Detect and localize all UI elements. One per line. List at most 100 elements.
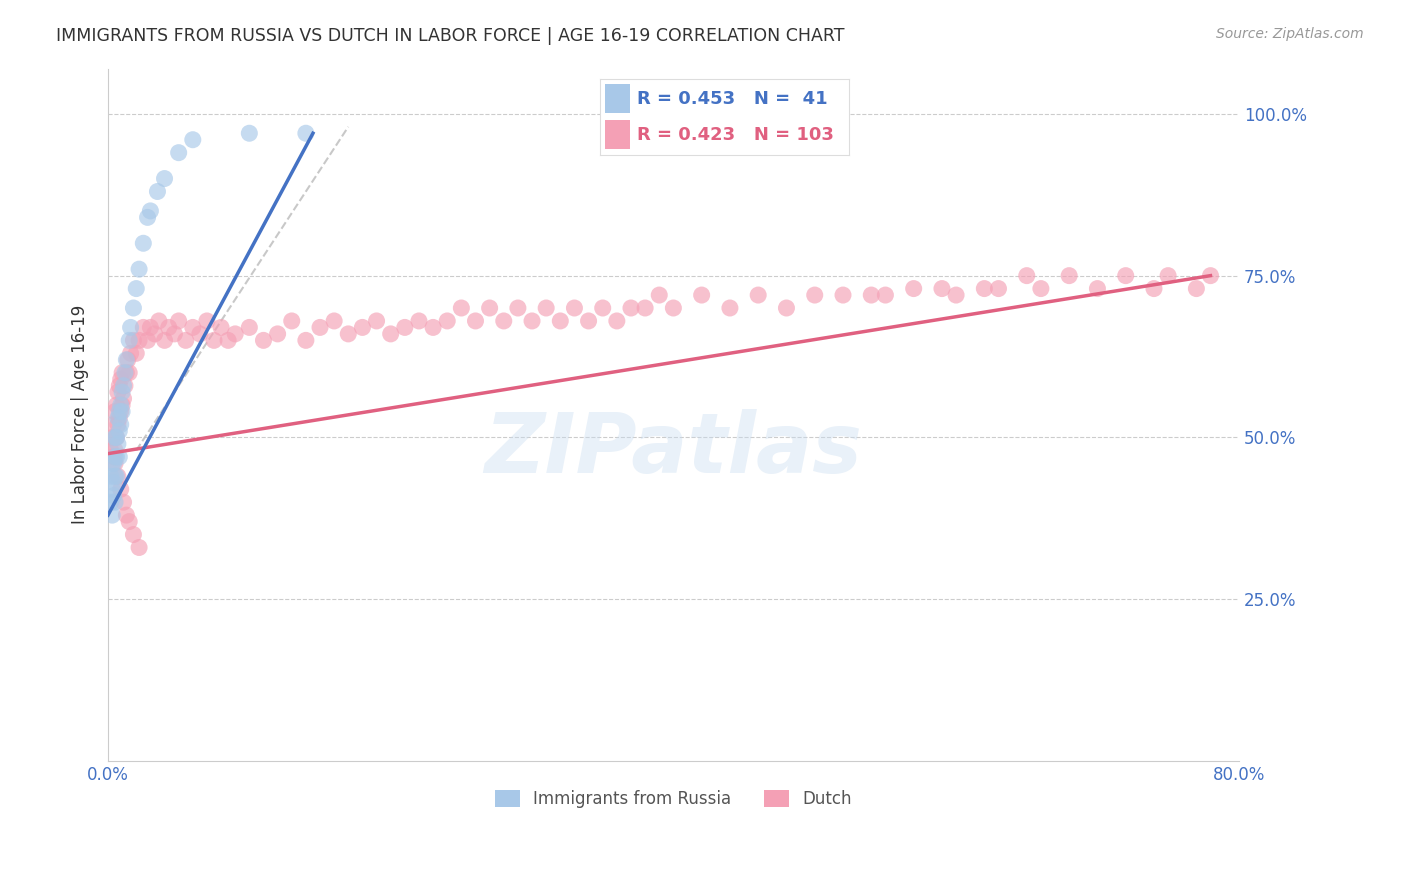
Point (100, 469, 122, 483)
Point (295, 334, 318, 348)
Point (118, 366, 141, 380)
Point (394, 320, 416, 334)
Point (903, 282, 925, 296)
Text: ZIPatlas: ZIPatlas (485, 409, 862, 490)
Point (422, 320, 444, 334)
Point (747, 288, 769, 302)
Point (100, 495, 122, 509)
Point (1057, 268, 1080, 283)
Point (803, 288, 825, 302)
Point (110, 372, 132, 386)
Point (1115, 268, 1137, 283)
Point (103, 417, 125, 432)
Point (118, 515, 141, 529)
Point (110, 404, 132, 418)
Point (436, 314, 458, 328)
Point (174, 334, 197, 348)
Point (108, 404, 131, 418)
Y-axis label: In Labor Force | Age 16-19: In Labor Force | Age 16-19 (72, 305, 89, 524)
Point (112, 378, 135, 392)
Point (167, 314, 190, 328)
Point (105, 430, 128, 444)
Point (366, 314, 388, 328)
Point (136, 211, 159, 225)
Point (592, 301, 614, 315)
Point (117, 352, 139, 367)
Point (136, 334, 159, 348)
Point (132, 320, 155, 334)
Point (107, 469, 129, 483)
Point (104, 456, 127, 470)
Point (157, 320, 180, 334)
Point (1087, 282, 1109, 296)
Point (118, 334, 141, 348)
Point (606, 314, 628, 328)
Point (100, 443, 122, 458)
Point (690, 288, 713, 302)
Point (104, 404, 127, 418)
Point (280, 314, 302, 328)
Point (103, 489, 125, 503)
Point (101, 482, 124, 496)
Point (128, 262, 150, 277)
Point (120, 346, 142, 360)
Point (163, 326, 186, 341)
Point (105, 469, 128, 483)
Point (108, 450, 131, 464)
Point (224, 326, 246, 341)
Point (128, 334, 150, 348)
Point (875, 288, 897, 302)
Point (408, 314, 430, 328)
Point (111, 366, 134, 380)
Point (238, 320, 260, 334)
Point (111, 404, 134, 418)
Point (125, 346, 148, 360)
Point (209, 320, 232, 334)
Point (115, 508, 138, 522)
Point (506, 301, 529, 315)
Point (104, 450, 127, 464)
Point (718, 301, 741, 315)
Point (132, 236, 155, 251)
Point (238, 126, 260, 140)
Point (120, 320, 142, 334)
Point (101, 456, 124, 470)
Point (492, 314, 515, 328)
Point (108, 378, 131, 392)
Point (114, 366, 136, 380)
Point (104, 430, 127, 444)
Point (450, 301, 472, 315)
Point (323, 314, 346, 328)
Text: IMMIGRANTS FROM RUSSIA VS DUTCH IN LABOR FORCE | AGE 16-19 CORRELATION CHART: IMMIGRANTS FROM RUSSIA VS DUTCH IN LABOR… (56, 27, 845, 45)
Point (973, 282, 995, 296)
Point (103, 450, 125, 464)
Point (112, 495, 135, 509)
Point (464, 314, 486, 328)
Legend: Immigrants from Russia, Dutch: Immigrants from Russia, Dutch (488, 783, 859, 815)
Point (217, 334, 239, 348)
Point (195, 314, 218, 328)
Point (188, 326, 211, 341)
Point (1157, 268, 1180, 283)
Point (103, 456, 125, 470)
Point (105, 430, 128, 444)
Point (104, 495, 127, 509)
Point (860, 288, 883, 302)
Point (104, 469, 127, 483)
Point (931, 282, 953, 296)
Point (148, 314, 170, 328)
Point (380, 326, 402, 341)
Point (987, 282, 1010, 296)
Point (1015, 268, 1038, 283)
Point (620, 301, 643, 315)
Point (122, 527, 145, 541)
Point (105, 450, 128, 464)
Point (295, 126, 318, 140)
Point (107, 437, 129, 451)
Point (534, 301, 557, 315)
Point (115, 352, 138, 367)
Point (1029, 282, 1052, 296)
Point (337, 326, 360, 341)
Point (125, 282, 148, 296)
Point (309, 320, 332, 334)
